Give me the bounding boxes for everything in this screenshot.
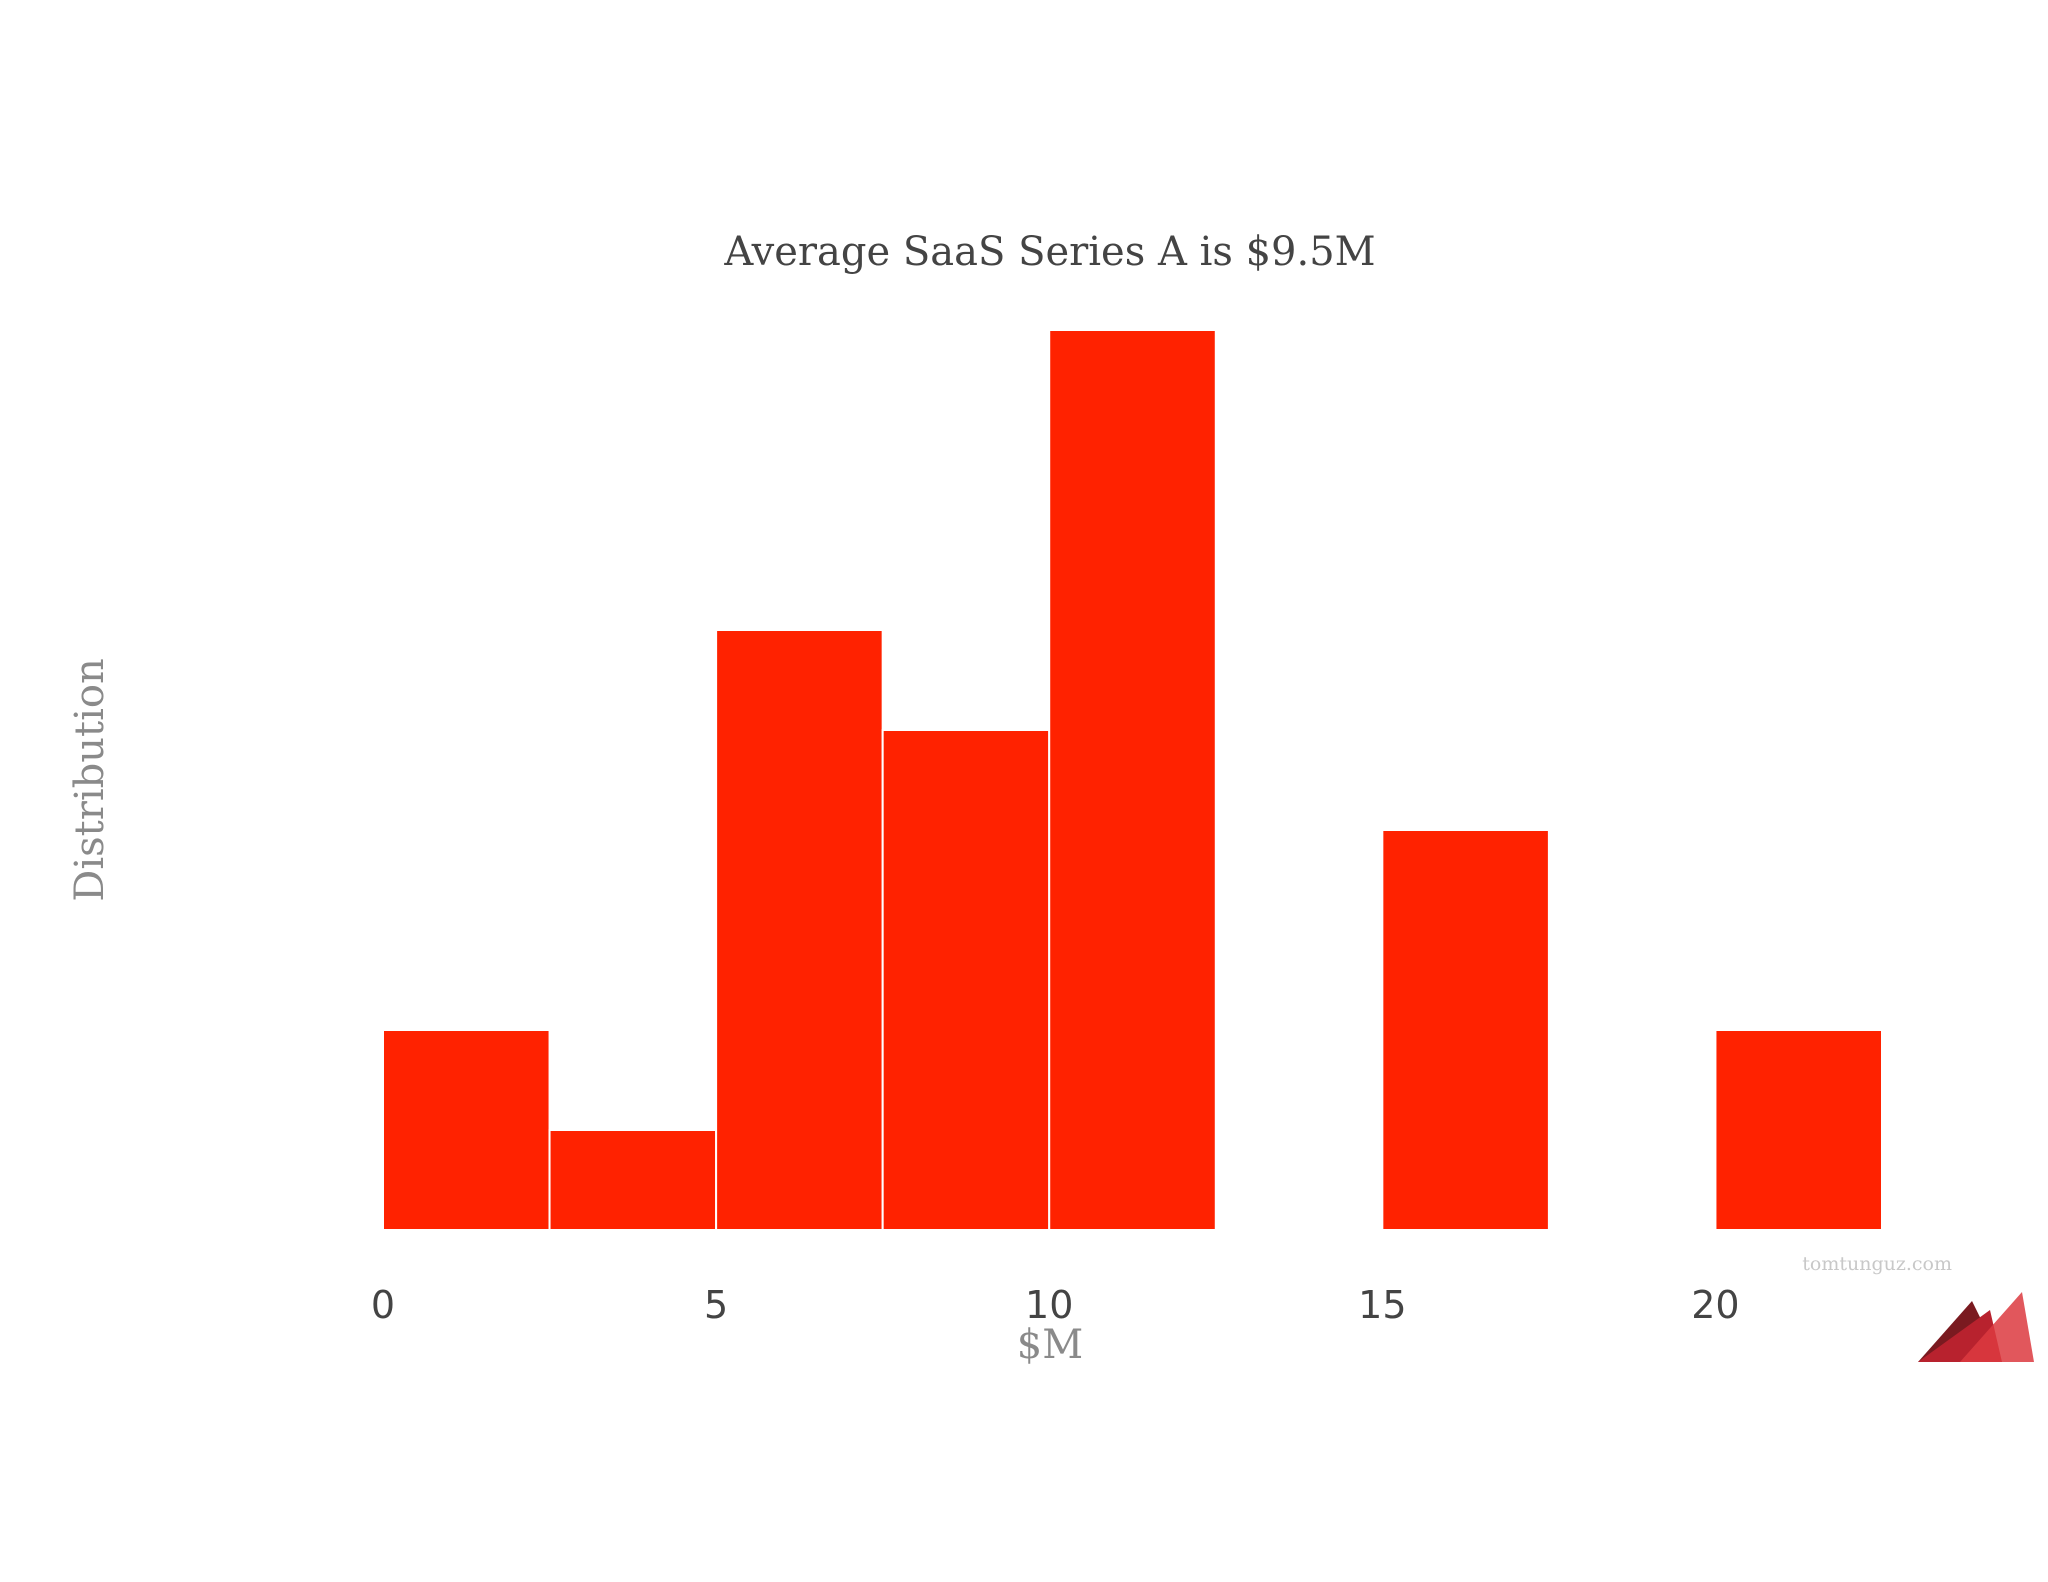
histogram-bar — [1381, 829, 1550, 1231]
histogram-bars — [382, 329, 1884, 1231]
x-axis-ticks: 0 5 10 15 20 — [371, 1283, 1740, 1327]
x-tick-label: 10 — [1025, 1283, 1073, 1327]
chart-title: Average SaaS Series A is $9.5M — [723, 229, 1375, 275]
tomtunguz-logo — [1918, 1292, 2034, 1362]
histogram-bar — [382, 1029, 551, 1231]
x-tick-label: 15 — [1358, 1283, 1406, 1327]
x-tick-label: 20 — [1691, 1283, 1739, 1327]
histogram-bar — [881, 729, 1051, 1231]
x-axis-label: $M — [1017, 1322, 1083, 1368]
y-axis-label: Distribution — [67, 658, 113, 901]
watermark: tomtunguz.com — [1802, 1253, 1952, 1275]
histogram-bar — [548, 1129, 718, 1231]
histogram-bar — [1714, 1029, 1884, 1231]
logo-shape-front — [1960, 1292, 2034, 1362]
x-tick-label: 5 — [704, 1283, 728, 1327]
histogram-bar — [1048, 329, 1217, 1231]
histogram-bar — [715, 629, 884, 1231]
x-tick-label: 0 — [371, 1283, 395, 1327]
